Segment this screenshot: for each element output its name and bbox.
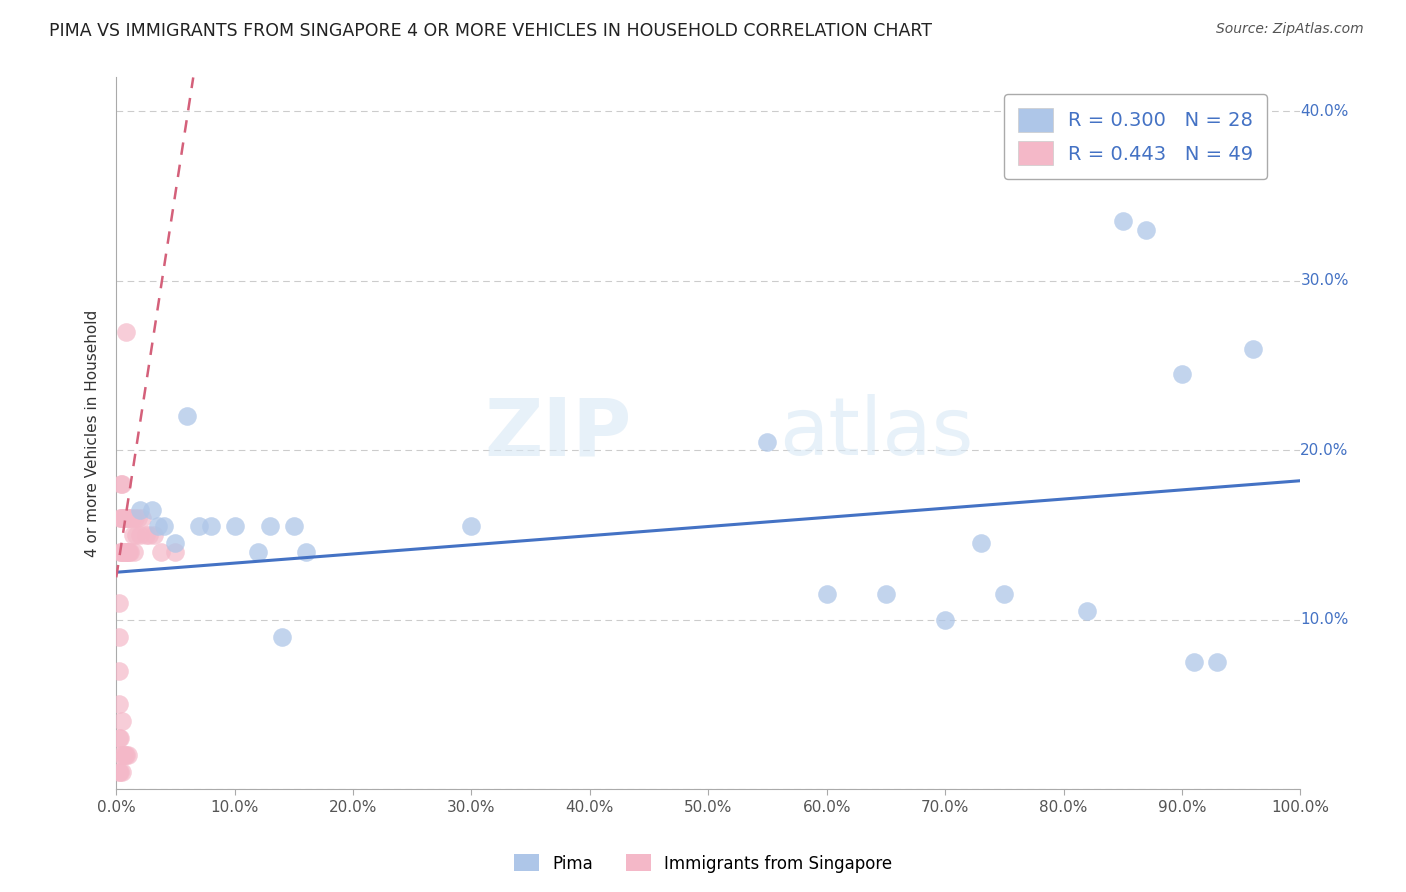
Point bbox=[108, 545, 131, 559]
Point bbox=[111, 477, 134, 491]
Point bbox=[1206, 655, 1229, 669]
Point bbox=[114, 545, 136, 559]
Point bbox=[117, 511, 139, 525]
Y-axis label: 4 or more Vehicles in Household: 4 or more Vehicles in Household bbox=[86, 310, 100, 557]
Point bbox=[150, 545, 173, 559]
Point bbox=[112, 748, 135, 763]
Text: atlas: atlas bbox=[779, 394, 974, 472]
Point bbox=[107, 596, 129, 610]
Point bbox=[110, 477, 132, 491]
Point bbox=[114, 545, 136, 559]
Point bbox=[934, 613, 956, 627]
Point bbox=[108, 511, 131, 525]
Text: PIMA VS IMMIGRANTS FROM SINGAPORE 4 OR MORE VEHICLES IN HOUSEHOLD CORRELATION CH: PIMA VS IMMIGRANTS FROM SINGAPORE 4 OR M… bbox=[49, 22, 932, 40]
Point bbox=[294, 545, 316, 559]
Legend: R = 0.300   N = 28, R = 0.443   N = 49: R = 0.300 N = 28, R = 0.443 N = 49 bbox=[1004, 95, 1267, 178]
Point bbox=[121, 511, 143, 525]
Point bbox=[165, 536, 187, 550]
Point bbox=[111, 511, 134, 525]
Point bbox=[114, 511, 136, 525]
Point bbox=[138, 528, 160, 542]
Point bbox=[460, 519, 482, 533]
Point bbox=[815, 587, 838, 601]
Point bbox=[129, 502, 152, 516]
Point bbox=[108, 765, 131, 780]
Text: 10.0%: 10.0% bbox=[1301, 612, 1348, 627]
Text: Source: ZipAtlas.com: Source: ZipAtlas.com bbox=[1216, 22, 1364, 37]
Point bbox=[111, 545, 134, 559]
Point bbox=[120, 545, 142, 559]
Legend: Pima, Immigrants from Singapore: Pima, Immigrants from Singapore bbox=[508, 847, 898, 880]
Point bbox=[117, 545, 139, 559]
Point bbox=[115, 545, 138, 559]
Point bbox=[107, 731, 129, 746]
Point bbox=[114, 748, 136, 763]
Point bbox=[259, 519, 281, 533]
Point bbox=[271, 630, 294, 644]
Point bbox=[152, 519, 174, 533]
Point bbox=[127, 511, 149, 525]
Point bbox=[188, 519, 211, 533]
Point bbox=[107, 664, 129, 678]
Point bbox=[110, 545, 132, 559]
Point bbox=[111, 714, 134, 729]
Point bbox=[110, 748, 132, 763]
Point bbox=[111, 765, 134, 780]
Point bbox=[129, 528, 152, 542]
Point bbox=[125, 528, 148, 542]
Point bbox=[1112, 214, 1135, 228]
Point bbox=[112, 511, 135, 525]
Point bbox=[1171, 367, 1194, 381]
Point bbox=[118, 511, 141, 525]
Point bbox=[283, 519, 305, 533]
Point bbox=[115, 511, 138, 525]
Text: ZIP: ZIP bbox=[484, 394, 631, 472]
Point bbox=[114, 325, 136, 339]
Point bbox=[224, 519, 246, 533]
Point bbox=[1241, 342, 1264, 356]
Point bbox=[107, 765, 129, 780]
Point bbox=[1135, 223, 1157, 237]
Point bbox=[247, 545, 270, 559]
Point bbox=[143, 528, 166, 542]
Point bbox=[993, 587, 1015, 601]
Point bbox=[107, 630, 129, 644]
Point bbox=[200, 519, 222, 533]
Point bbox=[124, 511, 146, 525]
Text: 20.0%: 20.0% bbox=[1301, 442, 1348, 458]
Point bbox=[756, 434, 779, 449]
Point bbox=[114, 748, 136, 763]
Text: 30.0%: 30.0% bbox=[1301, 273, 1348, 288]
Point bbox=[969, 536, 991, 550]
Text: 40.0%: 40.0% bbox=[1301, 103, 1348, 119]
Point bbox=[117, 748, 139, 763]
Point bbox=[131, 511, 153, 525]
Point bbox=[1076, 604, 1098, 618]
Point bbox=[107, 698, 129, 712]
Point bbox=[110, 511, 132, 525]
Point bbox=[176, 409, 198, 424]
Point bbox=[122, 545, 145, 559]
Point bbox=[875, 587, 897, 601]
Point bbox=[141, 502, 163, 516]
Point bbox=[1182, 655, 1205, 669]
Point bbox=[146, 519, 169, 533]
Point bbox=[135, 528, 157, 542]
Point bbox=[108, 731, 131, 746]
Point bbox=[121, 528, 143, 542]
Point bbox=[165, 545, 187, 559]
Point bbox=[118, 545, 141, 559]
Point bbox=[112, 545, 135, 559]
